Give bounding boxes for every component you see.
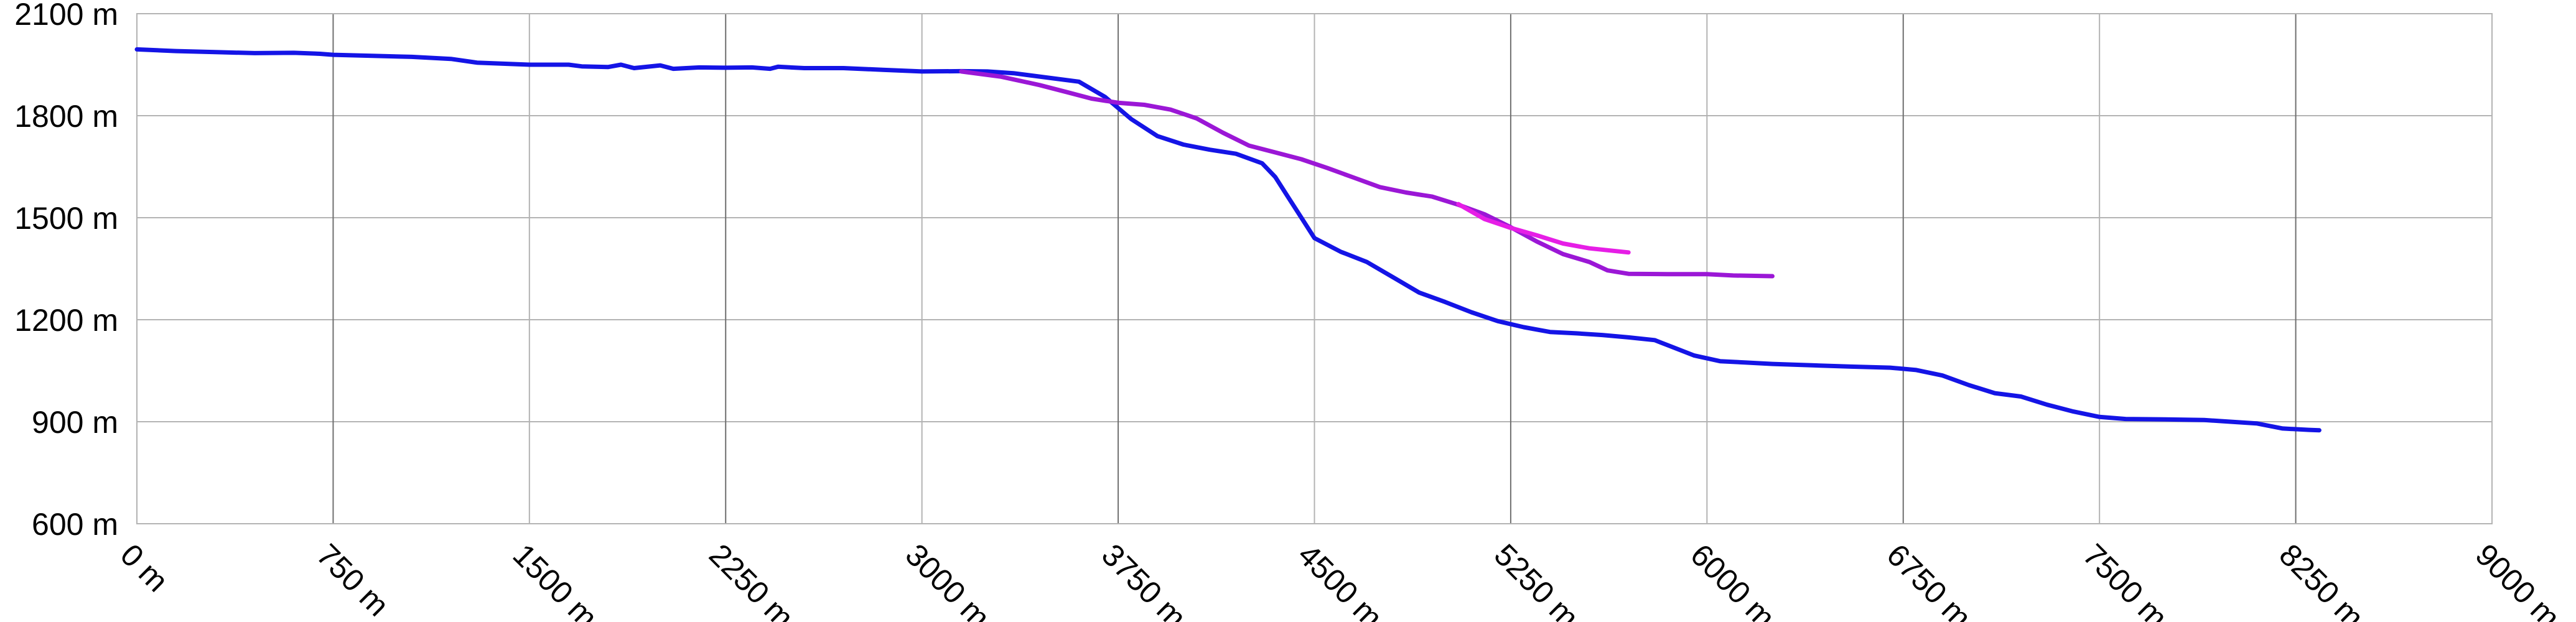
y-tick-label: 2100 m	[14, 0, 118, 32]
x-tick-label: 3000 m	[898, 537, 997, 622]
x-axis-tick-labels: 0 m 750 m 1500 m 2250 m 3000 m 3750 m 4500 m 52…	[114, 537, 2567, 622]
y-tick-label: 1800 m	[14, 99, 118, 134]
x-tick-label: 3750 m	[1095, 537, 1193, 622]
x-tick-label: 9000 m	[2469, 537, 2567, 622]
x-tick-label: 1500 m	[506, 537, 605, 622]
series-line-2	[959, 69, 1775, 279]
x-tick-label: 5250 m	[1488, 537, 1586, 622]
x-tick-label: 8250 m	[2272, 537, 2371, 622]
x-tick-label: 0 m	[114, 537, 175, 599]
x-tick-label: 7500 m	[2076, 537, 2175, 622]
series-line-1	[134, 47, 2322, 433]
x-tick-label: 6000 m	[1684, 537, 1782, 622]
plot-border	[136, 13, 2493, 524]
series-line-3	[1456, 202, 1631, 255]
x-tick-label: 6750 m	[1880, 537, 1979, 622]
y-tick-label: 1500 m	[14, 201, 118, 236]
y-axis-tick-labels: 600 m 900 m 1200 m 1500 m 1800 m 2100 m	[14, 0, 118, 542]
grid	[136, 13, 2493, 524]
x-tick-label: 2250 m	[702, 537, 801, 622]
x-tick-label: 750 m	[310, 537, 396, 622]
y-tick-label: 600 m	[32, 507, 118, 542]
series-lines	[134, 47, 2322, 433]
y-tick-label: 1200 m	[14, 303, 118, 338]
y-tick-label: 900 m	[32, 405, 118, 440]
x-tick-label: 4500 m	[1291, 537, 1389, 622]
